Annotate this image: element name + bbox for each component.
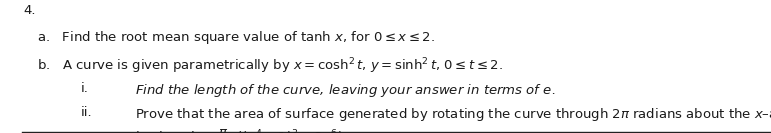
- Text: a.   Find the root mean square value of tanh $x$, for $0 \leq x \leq 2$.: a. Find the root mean square value of ta…: [37, 29, 435, 46]
- Text: ii.: ii.: [81, 106, 93, 119]
- Text: Find the length of the curve, leaving your answer in terms of $e$.: Find the length of the curve, leaving yo…: [135, 82, 555, 99]
- Text: i.: i.: [81, 82, 89, 95]
- Text: b.   A curve is given parametrically by $x = \cosh^2 t$, $y = \sinh^2 t$, $0 \le: b. A curve is given parametrically by $x…: [37, 57, 503, 76]
- Text: 4.: 4.: [23, 4, 35, 17]
- Text: Prove that the area of surface generated by rotating the curve through $2\pi$ ra: Prove that the area of surface generated…: [135, 106, 771, 123]
- Text: is given by $\dfrac{\pi}{3e^6}((e^4 + 1)^3 - 8e^6)$.: is given by $\dfrac{\pi}{3e^6}((e^4 + 1)…: [135, 128, 347, 133]
